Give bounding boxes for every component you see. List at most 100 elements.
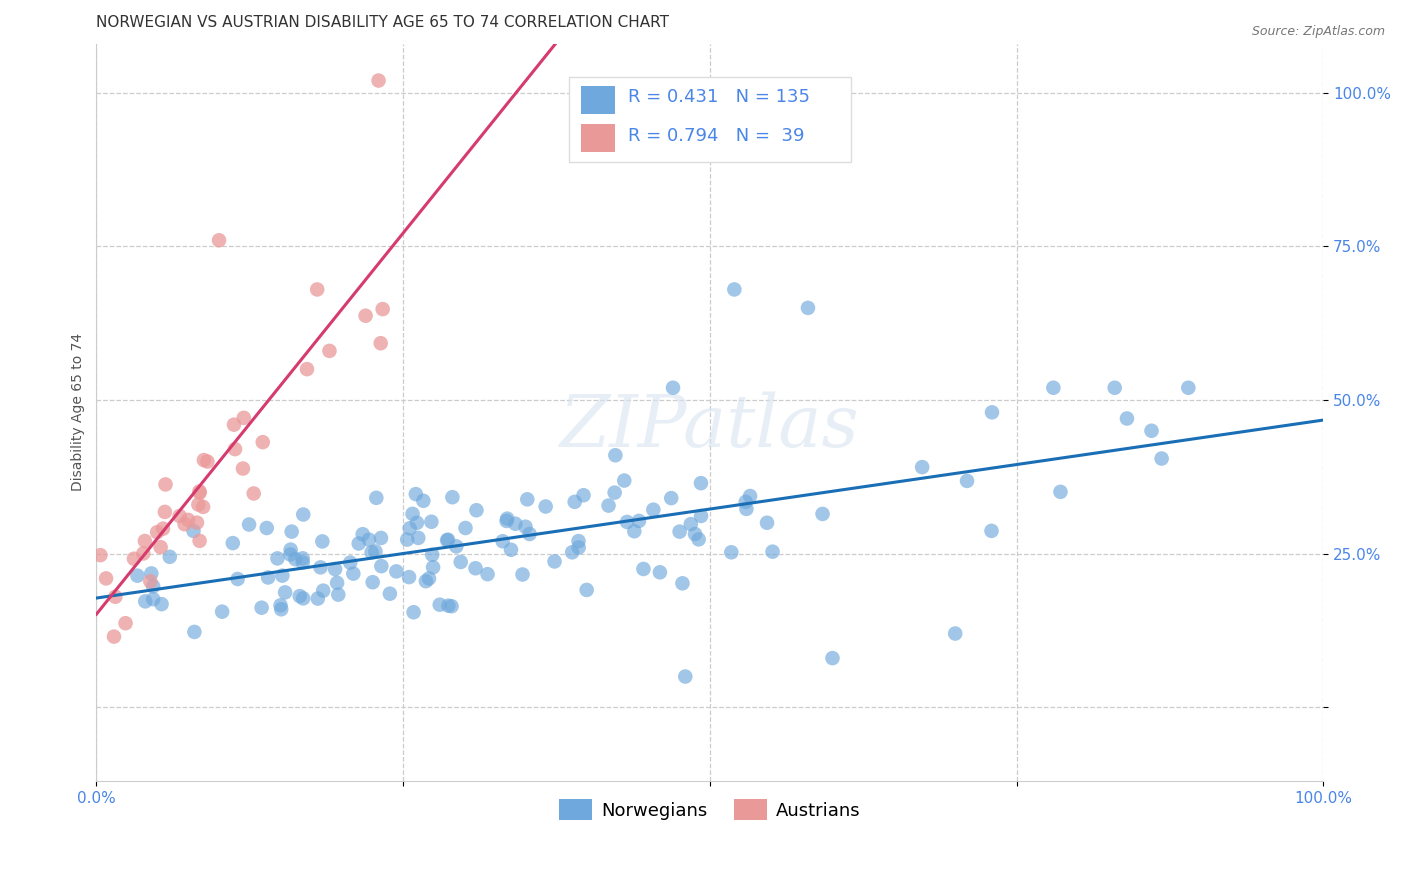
- Point: [226, 572, 249, 586]
- Point: [564, 495, 586, 509]
- Point: [437, 533, 460, 547]
- Point: [605, 448, 627, 462]
- Point: [662, 381, 685, 395]
- Point: [307, 282, 329, 296]
- Point: [495, 514, 517, 528]
- Point: [515, 519, 537, 533]
- Point: [673, 669, 696, 683]
- Point: [132, 546, 155, 560]
- Text: NORWEGIAN VS AUSTRIAN DISABILITY AGE 65 TO 74 CORRELATION CHART: NORWEGIAN VS AUSTRIAN DISABILITY AGE 65 …: [97, 15, 669, 30]
- Point: [821, 651, 844, 665]
- Point: [797, 301, 820, 315]
- Point: [367, 73, 389, 87]
- Point: [598, 499, 620, 513]
- Text: ZIPatlas: ZIPatlas: [560, 392, 859, 462]
- Point: [671, 576, 693, 591]
- Point: [683, 527, 706, 541]
- Point: [543, 554, 565, 568]
- Point: [139, 574, 162, 589]
- Point: [155, 477, 177, 491]
- Point: [450, 555, 472, 569]
- Point: [222, 417, 245, 432]
- Point: [561, 545, 583, 559]
- Point: [361, 575, 384, 590]
- Point: [191, 500, 214, 514]
- Point: [142, 592, 165, 607]
- Point: [464, 561, 486, 575]
- Point: [193, 453, 215, 467]
- Point: [183, 524, 205, 538]
- Point: [465, 503, 488, 517]
- Point: [398, 521, 420, 535]
- Point: [188, 533, 211, 548]
- Point: [440, 599, 463, 614]
- Point: [177, 513, 200, 527]
- Point: [811, 507, 834, 521]
- Point: [688, 533, 710, 547]
- Point: [211, 605, 233, 619]
- Point: [370, 531, 392, 545]
- Point: [103, 630, 125, 644]
- Point: [1042, 381, 1064, 395]
- Point: [271, 568, 294, 582]
- Point: [238, 517, 260, 532]
- Point: [224, 442, 246, 457]
- Point: [420, 548, 443, 562]
- Point: [505, 516, 527, 531]
- Point: [720, 545, 742, 559]
- Point: [141, 566, 163, 581]
- Point: [756, 516, 779, 530]
- Point: [280, 542, 302, 557]
- Point: [274, 585, 297, 599]
- Point: [648, 566, 671, 580]
- Point: [406, 516, 429, 530]
- Point: [401, 507, 423, 521]
- Point: [257, 570, 280, 584]
- Point: [575, 582, 598, 597]
- Point: [643, 502, 665, 516]
- Point: [342, 566, 364, 581]
- Point: [295, 362, 318, 376]
- Point: [256, 521, 278, 535]
- Point: [519, 527, 541, 541]
- Point: [370, 336, 392, 351]
- Text: R = 0.431   N = 135: R = 0.431 N = 135: [627, 88, 810, 106]
- Point: [311, 534, 333, 549]
- Point: [477, 567, 499, 582]
- Point: [323, 562, 346, 576]
- Point: [291, 556, 314, 570]
- Point: [94, 571, 117, 585]
- Point: [627, 514, 650, 528]
- Legend: Norwegians, Austrians: Norwegians, Austrians: [553, 792, 868, 827]
- Point: [568, 541, 591, 555]
- Point: [242, 486, 264, 500]
- Point: [142, 579, 165, 593]
- Point: [911, 460, 934, 475]
- FancyBboxPatch shape: [581, 86, 616, 113]
- Point: [735, 501, 758, 516]
- Point: [415, 574, 437, 589]
- Point: [347, 536, 370, 550]
- Point: [370, 559, 392, 574]
- Point: [307, 591, 329, 606]
- Point: [169, 508, 191, 523]
- Point: [134, 594, 156, 608]
- Point: [956, 474, 979, 488]
- Point: [366, 491, 388, 505]
- Point: [492, 534, 515, 549]
- Point: [270, 599, 292, 613]
- Point: [309, 560, 332, 574]
- Point: [288, 589, 311, 603]
- Point: [354, 309, 377, 323]
- Point: [446, 539, 468, 553]
- Point: [292, 591, 315, 606]
- Point: [378, 587, 401, 601]
- Point: [385, 565, 408, 579]
- Point: [232, 461, 254, 475]
- Point: [616, 515, 638, 529]
- Point: [1049, 484, 1071, 499]
- Point: [312, 583, 335, 598]
- Point: [127, 568, 149, 582]
- Point: [1116, 411, 1139, 425]
- Point: [292, 508, 315, 522]
